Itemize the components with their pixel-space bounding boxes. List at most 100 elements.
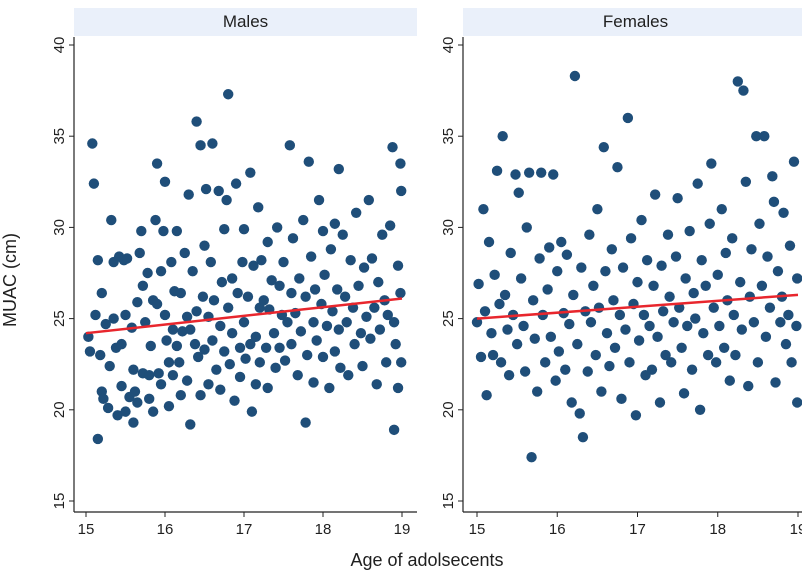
data-point bbox=[569, 70, 581, 82]
data-point bbox=[582, 366, 593, 377]
data-point bbox=[200, 183, 212, 195]
data-point bbox=[102, 402, 114, 414]
y-tick-label: 25 bbox=[440, 310, 457, 327]
data-point bbox=[274, 342, 285, 353]
data-point bbox=[207, 335, 218, 346]
data-point bbox=[216, 276, 228, 288]
data-point bbox=[388, 424, 400, 436]
data-point bbox=[502, 324, 513, 335]
data-point bbox=[248, 260, 259, 271]
data-point bbox=[560, 364, 571, 375]
data-point bbox=[274, 280, 285, 291]
data-point bbox=[752, 357, 764, 368]
fit-line bbox=[476, 293, 799, 320]
data-point bbox=[548, 169, 559, 180]
x-tick-label: 16 bbox=[549, 521, 566, 538]
data-point bbox=[601, 327, 613, 339]
data-point bbox=[167, 369, 179, 381]
data-point bbox=[644, 320, 655, 332]
panel-strip bbox=[463, 8, 802, 36]
data-point bbox=[287, 233, 299, 244]
data-point bbox=[641, 255, 653, 266]
data-point bbox=[363, 194, 375, 206]
data-point bbox=[317, 225, 329, 237]
data-point bbox=[303, 156, 314, 167]
data-point bbox=[134, 247, 145, 259]
data-point bbox=[158, 225, 169, 237]
data-point bbox=[593, 302, 605, 313]
data-point bbox=[309, 284, 321, 295]
data-point bbox=[764, 302, 776, 313]
y-tick-label: 15 bbox=[440, 493, 457, 510]
data-point bbox=[688, 287, 699, 299]
data-point bbox=[511, 338, 523, 350]
data-point bbox=[329, 218, 341, 229]
data-point bbox=[726, 233, 738, 244]
data-point bbox=[536, 167, 547, 178]
data-point bbox=[744, 291, 756, 302]
data-point bbox=[104, 360, 115, 372]
data-point bbox=[282, 317, 293, 328]
data-point bbox=[295, 326, 307, 337]
x-tick-label: 15 bbox=[78, 521, 95, 538]
data-point bbox=[690, 313, 701, 324]
data-point bbox=[630, 410, 642, 421]
data-point bbox=[159, 176, 171, 187]
data-point bbox=[355, 327, 367, 339]
data-point bbox=[783, 309, 794, 321]
data-point bbox=[612, 162, 623, 173]
data-point bbox=[87, 138, 98, 149]
data-point bbox=[606, 244, 618, 255]
data-point bbox=[704, 218, 715, 229]
data-point bbox=[253, 202, 264, 213]
data-point bbox=[760, 331, 772, 343]
y-tick-label: 25 bbox=[51, 310, 68, 327]
data-point bbox=[132, 296, 143, 308]
data-point bbox=[791, 397, 802, 408]
data-point bbox=[478, 203, 489, 215]
data-point bbox=[730, 349, 741, 361]
data-point bbox=[92, 433, 104, 445]
data-point bbox=[321, 320, 333, 332]
data-point bbox=[566, 397, 577, 408]
data-point bbox=[497, 131, 508, 142]
data-point bbox=[670, 251, 682, 262]
data-point bbox=[219, 346, 230, 357]
data-point bbox=[751, 131, 762, 142]
data-point bbox=[720, 247, 731, 259]
data-point bbox=[746, 244, 757, 255]
data-point bbox=[185, 419, 196, 430]
data-point bbox=[128, 364, 139, 375]
data-point bbox=[609, 342, 621, 353]
data-point bbox=[481, 390, 492, 401]
data-point bbox=[617, 262, 629, 273]
data-point bbox=[175, 287, 186, 299]
data-point bbox=[735, 276, 746, 288]
data-point bbox=[503, 369, 515, 381]
data-point bbox=[510, 169, 521, 180]
data-point bbox=[561, 249, 573, 260]
data-point bbox=[775, 317, 786, 328]
data-point bbox=[213, 185, 224, 197]
data-point bbox=[556, 236, 567, 248]
data-point bbox=[515, 273, 527, 284]
data-point bbox=[192, 351, 204, 363]
data-point bbox=[487, 349, 499, 361]
data-point bbox=[292, 369, 303, 381]
data-point bbox=[140, 317, 151, 328]
data-point bbox=[738, 85, 749, 96]
x-tick-label: 16 bbox=[157, 521, 174, 538]
data-point bbox=[762, 251, 773, 262]
x-tick-label: 17 bbox=[629, 521, 646, 538]
data-point bbox=[270, 362, 281, 374]
data-point bbox=[226, 273, 238, 284]
data-point bbox=[648, 280, 659, 291]
data-point bbox=[531, 386, 543, 397]
data-point bbox=[572, 338, 583, 350]
data-point bbox=[203, 379, 214, 390]
data-point bbox=[519, 366, 531, 377]
data-point bbox=[167, 324, 179, 335]
data-point bbox=[791, 320, 802, 332]
data-point bbox=[175, 390, 186, 401]
data-point bbox=[339, 291, 351, 302]
